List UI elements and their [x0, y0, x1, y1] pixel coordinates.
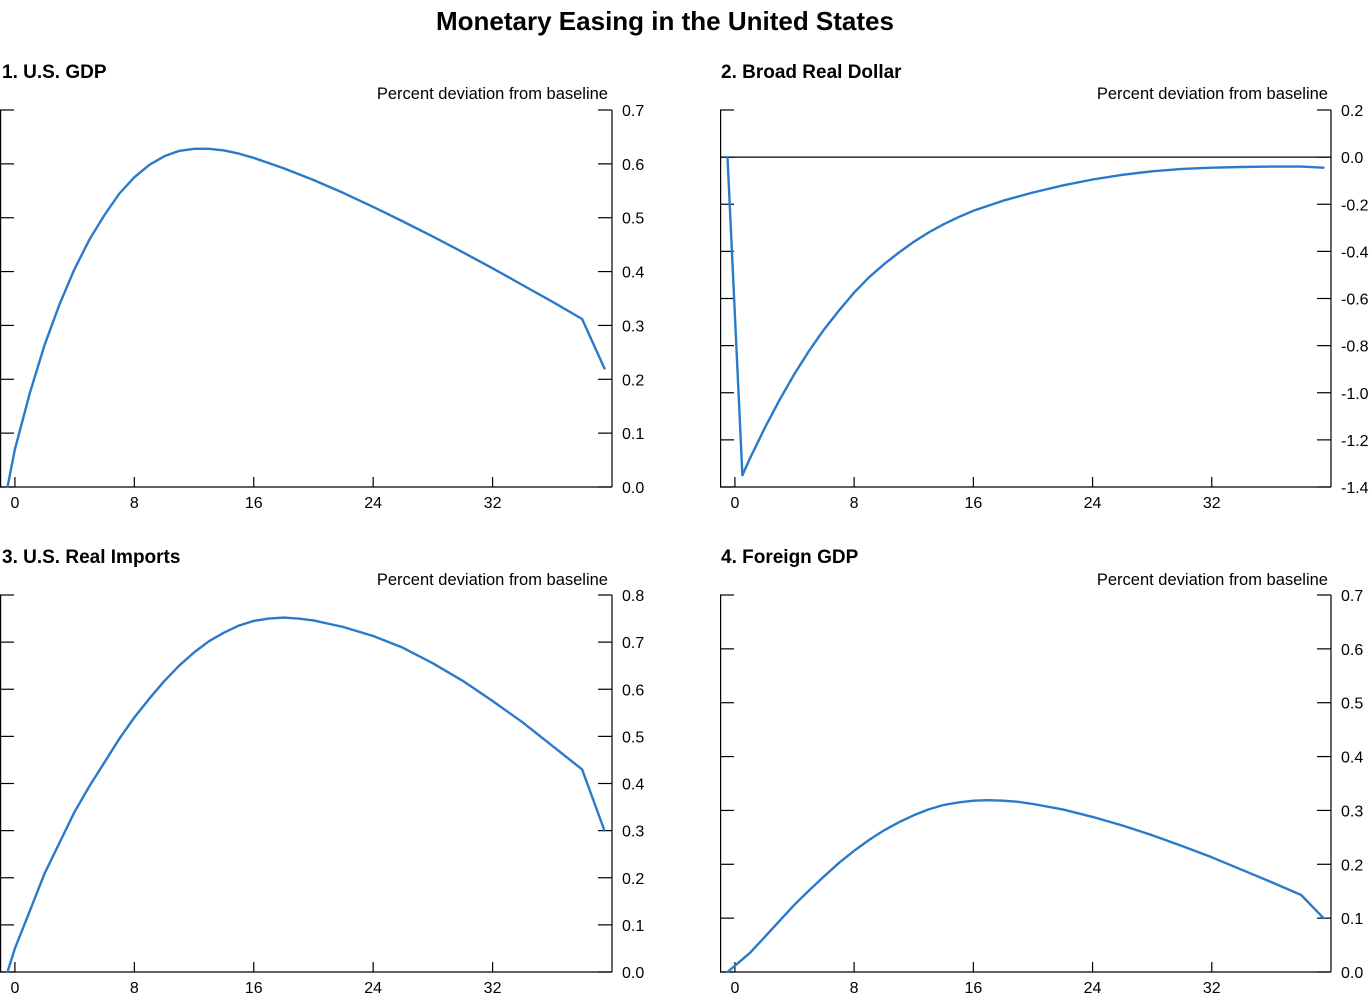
panel-4-y-tick-label: 0.2	[1341, 857, 1363, 874]
panel-2-y-tick-label: -0.2	[1341, 197, 1369, 214]
panel-1-x-tick-label: 0	[10, 495, 19, 512]
panel-3-title: 3. U.S. Real Imports	[2, 547, 181, 568]
panel-3-series-line	[6, 616, 606, 974]
panel-1-y-tick-label: 0.6	[622, 157, 644, 174]
panel-4-y-tick-label: 0.4	[1341, 750, 1363, 767]
panel-2-y-tick-label: -1.2	[1341, 433, 1369, 450]
panel-3-x-tick-label: 24	[364, 980, 382, 996]
panel-4-y-tick-label: 0.6	[1341, 642, 1363, 659]
panel-3-x-tick-label: 0	[10, 980, 19, 996]
panel-1-series-line	[6, 147, 606, 489]
panel-4-x-tick-label: 32	[1203, 980, 1221, 996]
panel-2-x-tick-label: 24	[1084, 495, 1102, 512]
panel-4-series-line	[726, 799, 1325, 974]
panel-2-x-tick-label: 32	[1203, 495, 1221, 512]
panel-4-title: 4. Foreign GDP	[721, 547, 859, 568]
panel-3-y-tick-label: 0.5	[622, 729, 644, 746]
panel-1-x-tick-label: 32	[484, 495, 502, 512]
panel-4-y-tick-label: 0.7	[1341, 588, 1363, 605]
panel-3-x-tick-label: 16	[245, 980, 263, 996]
panel-3-y-tick-label: 0.4	[622, 777, 644, 794]
panel-1-x-tick-label: 8	[130, 495, 139, 512]
panel-2-y-tick-label: 0.0	[1341, 150, 1363, 167]
panel-1-y-tick-label: 0.4	[622, 265, 644, 282]
panel-2-series-line	[726, 155, 1325, 477]
panel-3-units: Percent deviation from baseline	[376, 571, 608, 589]
panel-3-y-tick-label: 0.1	[622, 918, 644, 935]
panel-3-y-tick-label: 0.6	[622, 682, 644, 699]
panel-4-units: Percent deviation from baseline	[1096, 571, 1328, 589]
panel-4-y-tick-label: 0.0	[1341, 965, 1363, 982]
panel-3-y-tick-label: 0.3	[622, 824, 644, 841]
panel-3-x-tick-label: 8	[130, 980, 139, 996]
panel-2-y-tick-label: -1.4	[1341, 480, 1369, 497]
panel-1-x-tick-label: 24	[364, 495, 382, 512]
panel-3-y-tick-label: 0.8	[622, 588, 644, 605]
panel-4-y-tick-label: 0.5	[1341, 696, 1363, 713]
panel-1-x-tick-label: 16	[245, 495, 263, 512]
panel-1-y-tick-label: 0.3	[622, 318, 644, 335]
panel-3-y-tick-label: 0.0	[622, 965, 644, 982]
panel-1-y-tick-label: 0.1	[622, 426, 644, 443]
panel-2-y-tick-label: -1.0	[1341, 386, 1369, 403]
panel-4-x-tick-label: 16	[964, 980, 982, 996]
panel-2-y-tick-label: 0.2	[1341, 103, 1363, 120]
panel-2-y-tick-label: -0.8	[1341, 339, 1369, 356]
panel-1-units: Percent deviation from baseline	[376, 85, 608, 103]
panel-1-y-tick-label: 0.7	[622, 103, 644, 120]
panel-2-units: Percent deviation from baseline	[1096, 85, 1328, 103]
panel-4-x-tick-label: 0	[730, 980, 739, 996]
panel-1-y-tick-label: 0.5	[622, 211, 644, 228]
panel-1-y-tick-label: 0.0	[622, 480, 644, 497]
chart-main-title: Monetary Easing in the United States	[436, 6, 894, 36]
panel-3-y-tick-label: 0.7	[622, 635, 644, 652]
panel-4-y-tick-label: 0.1	[1341, 911, 1363, 928]
panel-3-y-tick-label: 0.2	[622, 871, 644, 888]
panel-4-x-tick-label: 8	[850, 980, 859, 996]
panel-2-x-tick-label: 16	[964, 495, 982, 512]
panel-3-x-tick-label: 32	[484, 980, 502, 996]
panel-4-x-tick-label: 24	[1084, 980, 1102, 996]
panel-1-y-tick-label: 0.2	[622, 372, 644, 389]
panel-4-y-tick-label: 0.3	[1341, 803, 1363, 820]
panel-2-x-tick-label: 0	[730, 495, 739, 512]
panel-2-y-tick-label: -0.4	[1341, 244, 1369, 261]
panel-1-title: 1. U.S. GDP	[2, 62, 107, 83]
panel-2-x-tick-label: 8	[850, 495, 859, 512]
panel-2-title: 2. Broad Real Dollar	[721, 62, 902, 83]
panel-2-y-tick-label: -0.6	[1341, 292, 1369, 309]
